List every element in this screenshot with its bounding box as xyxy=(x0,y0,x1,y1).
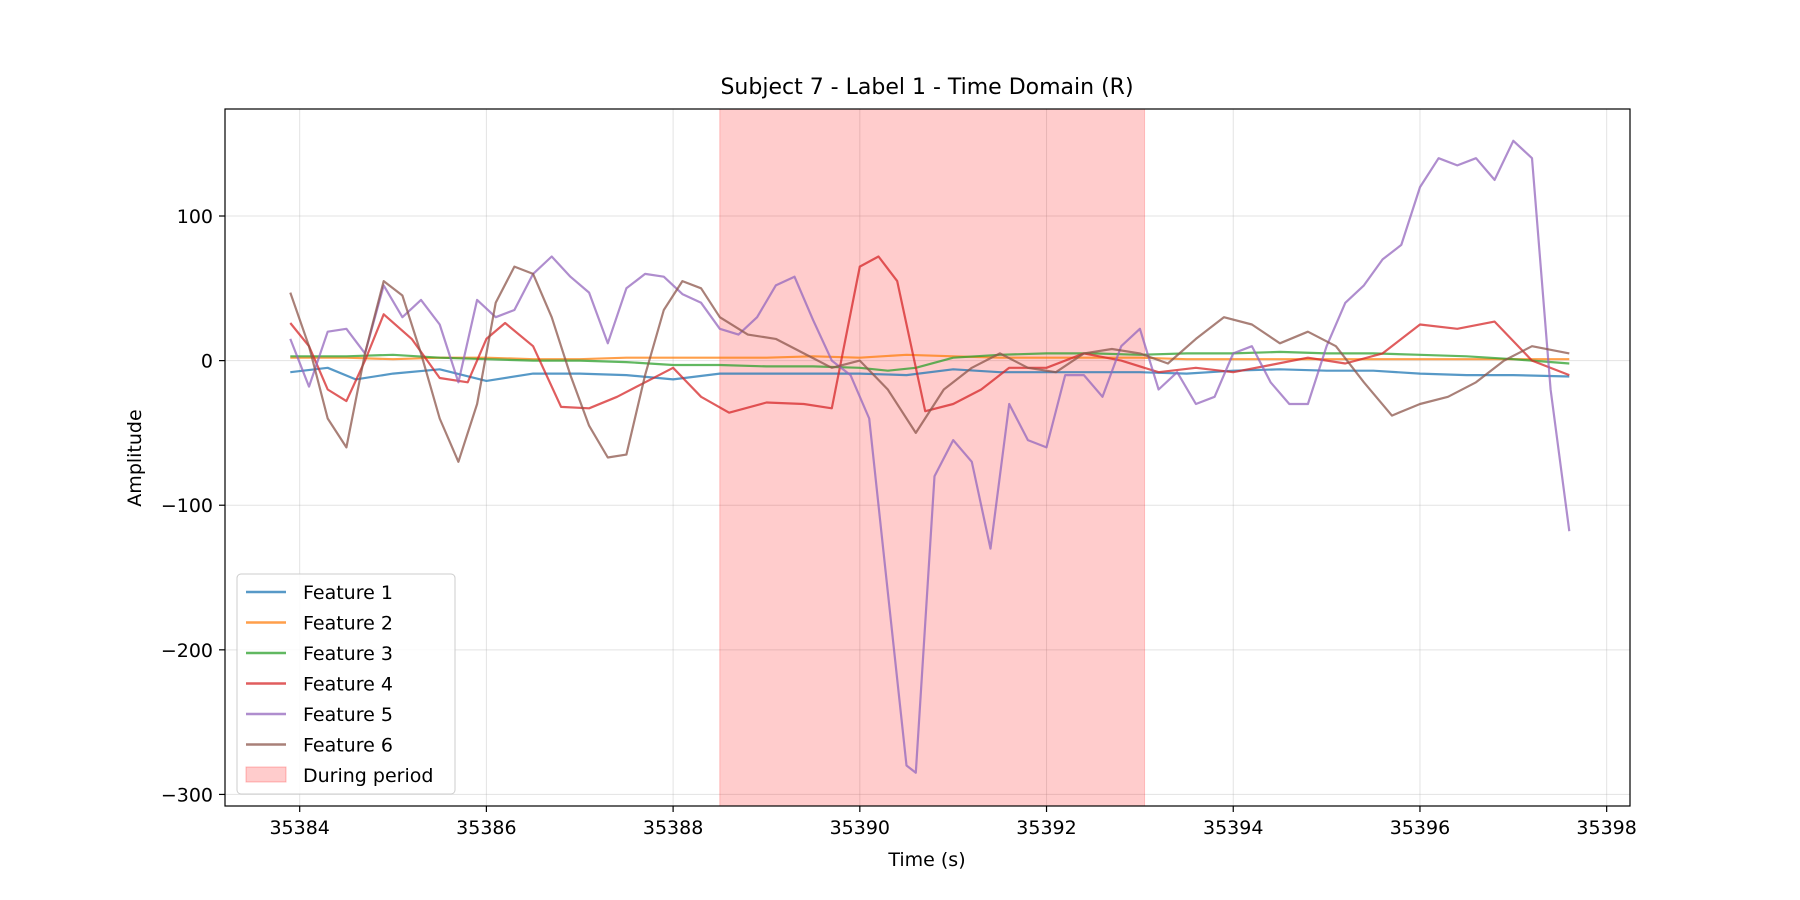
legend-label: Feature 2 xyxy=(303,613,393,635)
legend: Feature 1 Feature 2 Feature 3 Feature 4 Feat… xyxy=(236,573,456,795)
series-line-feature-6 xyxy=(289,265,1570,463)
series-line-feature-4 xyxy=(289,255,1570,414)
legend-box xyxy=(236,573,456,795)
shaded-region-layer xyxy=(719,108,1146,807)
x-tick-label: 35386 xyxy=(456,817,516,839)
legend-label: Feature 3 xyxy=(303,643,393,665)
plot-area-frame xyxy=(224,108,1631,807)
shaded-region-during-period xyxy=(719,108,1146,807)
x-tick-label: 35390 xyxy=(830,817,890,839)
x-tick-label: 35388 xyxy=(643,817,703,839)
x-tick-label: 35396 xyxy=(1390,817,1450,839)
legend-label: Feature 4 xyxy=(303,674,393,696)
x-tick-label: 35398 xyxy=(1576,817,1636,839)
grid-lines xyxy=(225,109,1630,806)
x-tick-label: 35394 xyxy=(1203,817,1263,839)
series-line-feature-2 xyxy=(290,353,1570,361)
y-tick-label: −100 xyxy=(161,495,213,517)
y-axis-ticks: −300 −200 −100 0 100 xyxy=(161,206,225,806)
x-axis-ticks: 35384 35386 35388 35390 35392 35394 35396 35398 xyxy=(269,806,1637,839)
series-layer xyxy=(289,139,1571,774)
legend-label: During period xyxy=(303,765,433,787)
x-axis-label: Time (s) xyxy=(887,849,965,871)
y-tick-label: −300 xyxy=(161,784,213,806)
legend-items: Feature 1 Feature 2 Feature 3 Feature 4 Feat… xyxy=(245,582,433,787)
legend-label: Feature 5 xyxy=(303,704,393,726)
x-tick-label: 35392 xyxy=(1016,817,1076,839)
legend-label: Feature 6 xyxy=(303,735,393,757)
y-tick-label: 100 xyxy=(177,206,213,228)
y-axis-label: Amplitude xyxy=(124,409,146,506)
y-tick-label: 0 xyxy=(201,351,213,373)
y-tick-label: −200 xyxy=(161,640,213,662)
legend-label: Feature 1 xyxy=(303,582,393,604)
legend-swatch-during-period xyxy=(245,766,287,783)
x-tick-label: 35384 xyxy=(269,817,329,839)
chart-title: Subject 7 - Label 1 - Time Domain (R) xyxy=(720,75,1133,100)
series-line-feature-5 xyxy=(289,139,1571,774)
